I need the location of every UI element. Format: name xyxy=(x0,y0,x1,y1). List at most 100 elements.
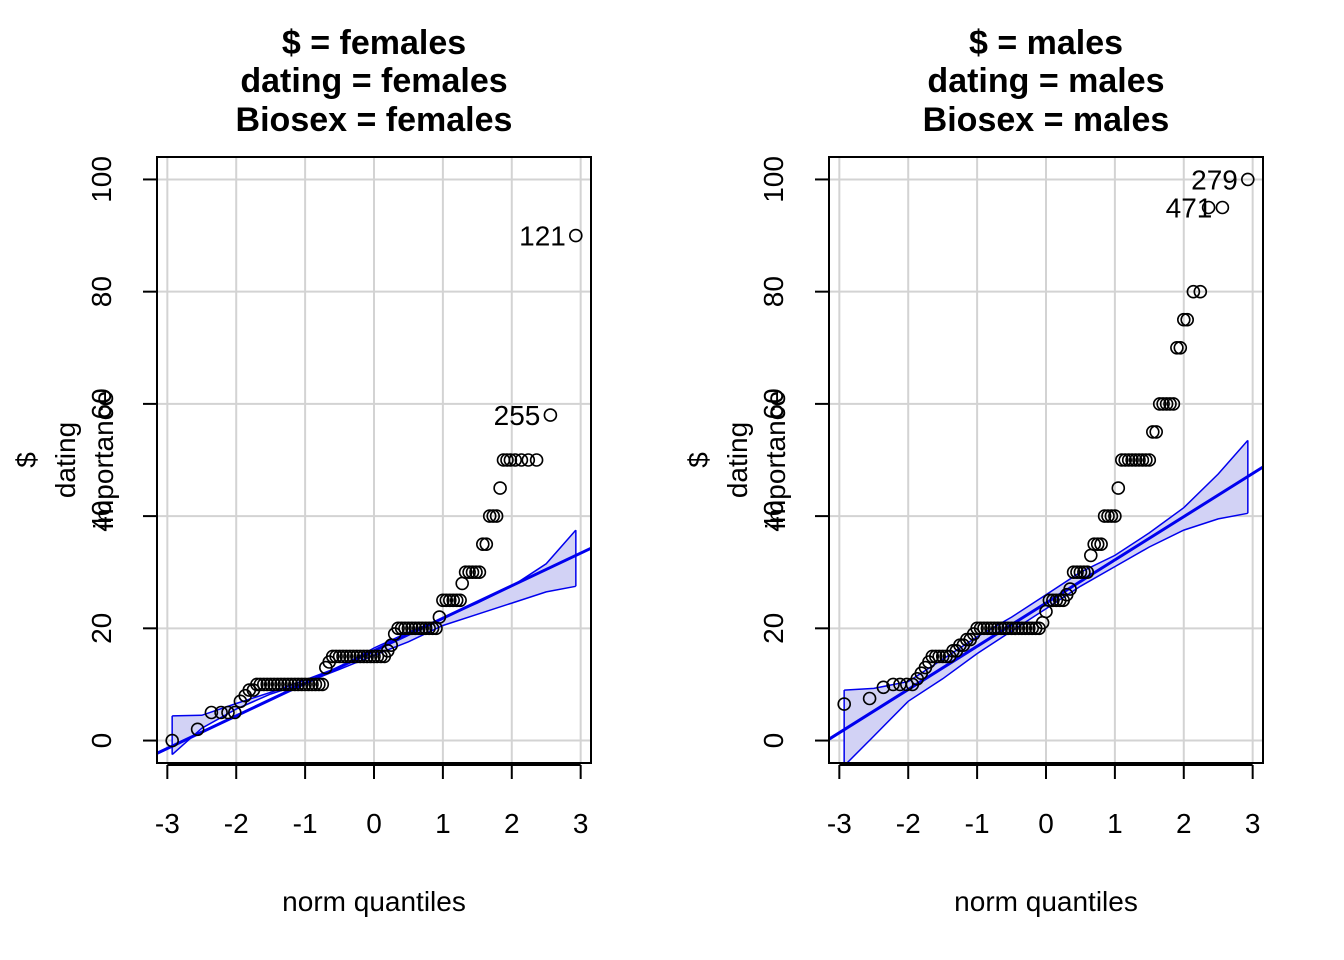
panel-females-x-tick-label: 2 xyxy=(504,808,520,839)
panel-males-y-tick-label: 100 xyxy=(758,156,789,203)
panel-males-point xyxy=(1201,200,1216,215)
panel-males-outlier-label: 279 xyxy=(1191,164,1238,195)
panel-females-point xyxy=(312,677,326,692)
panel-males-point xyxy=(1128,453,1143,467)
panel-females-point xyxy=(346,649,361,664)
panel-females-point xyxy=(315,677,330,692)
panel-females-point xyxy=(446,593,461,608)
panel-females-point xyxy=(221,705,235,720)
panel-females-point xyxy=(253,677,268,692)
panel-females-point xyxy=(458,565,473,580)
panel-females-title-line-2: dating = females xyxy=(240,62,507,100)
panel-males-point xyxy=(899,677,914,692)
panel-males-point xyxy=(1170,340,1184,355)
panel-females-point xyxy=(455,576,470,591)
panel-females-point xyxy=(529,453,544,467)
panel-males-point xyxy=(1025,621,1039,636)
panel-females-point xyxy=(401,621,416,636)
panel-females-point xyxy=(260,677,275,692)
panel-males-point xyxy=(862,691,877,706)
panel-males-point xyxy=(987,621,1002,636)
panel-males-x-tick-label: 1 xyxy=(1107,808,1123,839)
panel-females-point xyxy=(514,453,529,467)
panel-males-point xyxy=(935,649,950,664)
panel-males-point xyxy=(1090,537,1105,552)
panel-females-point xyxy=(415,621,430,636)
panel-males-point xyxy=(925,649,940,664)
panel-males-point xyxy=(970,621,984,636)
panel-males-point xyxy=(1146,425,1160,439)
panel-females-point xyxy=(339,649,354,664)
panel-males-point xyxy=(1111,481,1126,495)
panel-females-y-axis-label-2: dating xyxy=(50,422,81,498)
panel-males-point xyxy=(973,621,988,636)
panel-females-point xyxy=(543,408,558,422)
panel-females-point xyxy=(442,593,457,608)
panel-males-point xyxy=(1087,537,1101,552)
panel-males-point xyxy=(1132,453,1146,467)
panel-males-point xyxy=(1101,509,1115,523)
panel-females-x-tick-label: 1 xyxy=(435,808,451,839)
panel-females-title-line-3: Biosex = females xyxy=(236,101,513,139)
panel-females-point xyxy=(462,565,476,580)
panel-males-points xyxy=(837,172,1255,711)
panel-females-point xyxy=(439,593,454,608)
panel-females-point xyxy=(508,453,523,467)
panel-males-x-axis-label: norm quantiles xyxy=(954,886,1138,917)
panel-males-x-tick-label: 3 xyxy=(1245,808,1261,839)
panel-males-x-axis: -3 -2 -1 0 1 2 3 xyxy=(827,764,1261,839)
panel-males-point xyxy=(1139,453,1153,467)
panel-males-point xyxy=(1022,621,1036,636)
panel-females-x-axis: -3 -2 -1 0 1 2 3 xyxy=(155,764,588,839)
panel-females-point xyxy=(405,621,419,636)
panel-females-point xyxy=(281,677,295,692)
panel-males-y-tick-label: 60 xyxy=(758,388,789,419)
panel-females-point xyxy=(436,593,450,608)
panel-males-point xyxy=(1042,593,1057,608)
panel-females-x-tick-label: 0 xyxy=(366,808,382,839)
panel-males-reference-line xyxy=(829,465,1263,741)
panel-males-point xyxy=(994,621,1009,636)
panel-females-point xyxy=(277,677,292,692)
panel-males-point xyxy=(1015,621,1029,636)
panel-females-point xyxy=(398,621,412,636)
panel-females-y-tick-label: 80 xyxy=(86,276,117,307)
panel-females-point xyxy=(370,649,385,664)
panel-females-point xyxy=(287,677,302,692)
panel-females-point xyxy=(332,649,347,664)
panel-males-point xyxy=(1004,621,1019,636)
panel-females-point xyxy=(449,593,464,608)
panel-males-point xyxy=(1215,200,1230,215)
panel-females-point xyxy=(465,565,480,580)
panel-males-point xyxy=(876,680,891,695)
panel-females-point xyxy=(343,649,357,664)
panel-females-y-axis-label-1: $ xyxy=(11,452,42,468)
panel-males-point xyxy=(980,621,995,636)
panel-females-point xyxy=(432,610,447,624)
panel-females-point xyxy=(469,565,483,580)
panel-males-point xyxy=(1166,397,1181,411)
panel-females-point xyxy=(453,593,467,608)
panel-females-point xyxy=(500,453,514,467)
panel-females-point xyxy=(270,677,285,692)
panel-females-point xyxy=(363,649,378,664)
panel-males-point xyxy=(1011,621,1026,636)
panel-females-point xyxy=(204,705,219,720)
panel-females-outlier-label: 255 xyxy=(494,400,541,431)
panel-females-y-tick-label: 60 xyxy=(86,388,117,419)
panel-females-point xyxy=(250,677,264,692)
panel-males-x-tick-label: 0 xyxy=(1038,808,1054,839)
panel-males-point xyxy=(1097,509,1112,523)
panel-males-point xyxy=(1115,453,1129,467)
panel-females-point xyxy=(165,733,179,748)
panel-males-point xyxy=(1094,537,1108,552)
panel-females-point xyxy=(274,677,288,692)
panel-males-y-tick-label: 80 xyxy=(758,276,789,307)
panel-males-point xyxy=(837,697,852,711)
panel-males-point xyxy=(990,621,1005,636)
panel-males-point xyxy=(1066,565,1081,580)
panel-females-point xyxy=(422,621,436,636)
panel-males-point xyxy=(932,649,947,664)
